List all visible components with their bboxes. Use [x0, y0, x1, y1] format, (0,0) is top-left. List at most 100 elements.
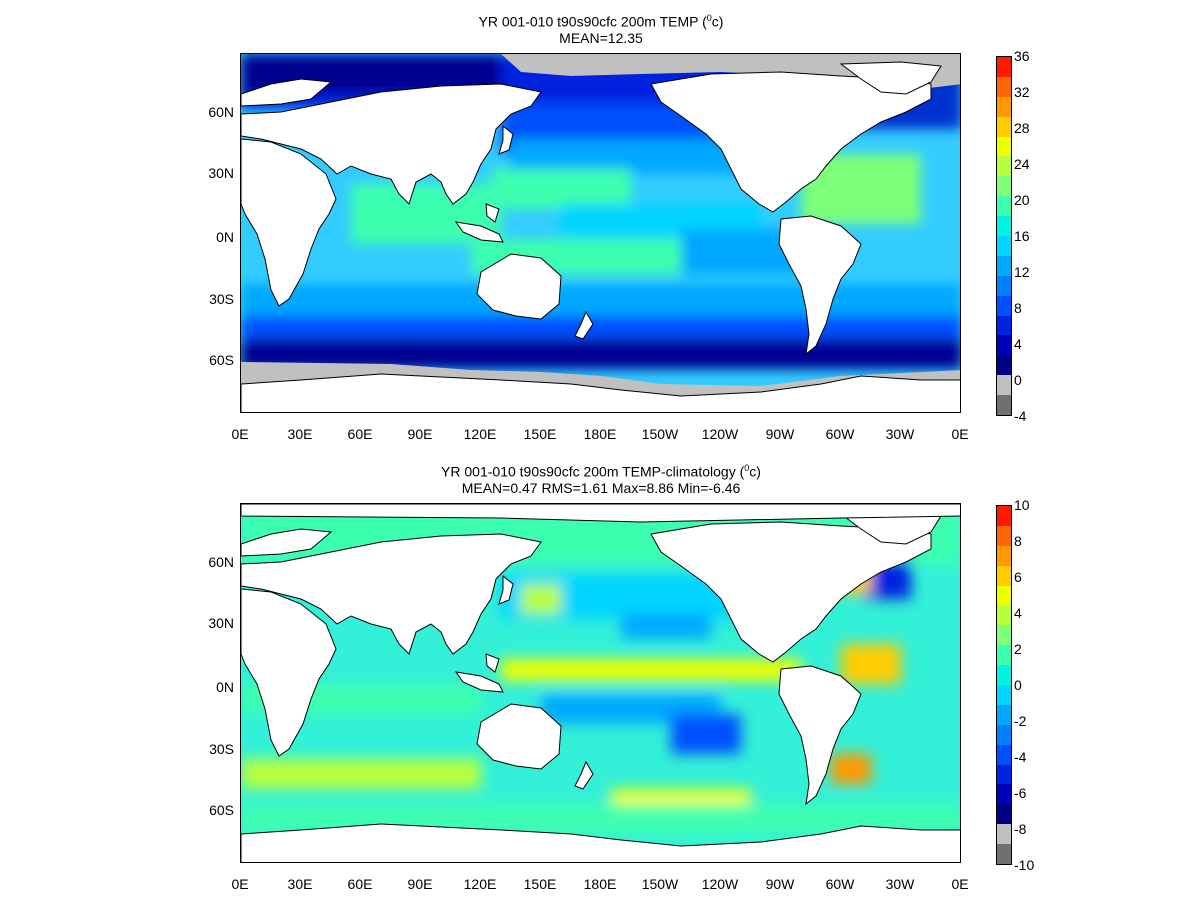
colorbar-tick-label: 12 [1014, 264, 1030, 280]
lon-label: 60E [347, 426, 373, 442]
colorbar-segment [997, 375, 1011, 396]
colorbar-segment [997, 96, 1011, 117]
panel2-title: YR 001-010 t90s90cfc 200m TEMP-climatolo… [441, 463, 761, 480]
colorbar-tick-label: -6 [1014, 785, 1027, 801]
colorbar-segment [997, 216, 1011, 237]
lon-label: 150W [641, 876, 679, 892]
colorbar-tick-label: 0 [1014, 677, 1022, 693]
lon-label: 60W [825, 876, 855, 892]
colorbar-tick-label: 0 [1014, 372, 1022, 388]
colorbar-tick-label: 24 [1014, 156, 1030, 172]
colorbar-segment [997, 545, 1011, 566]
colorbar-tick-label: 4 [1014, 336, 1022, 352]
colorbar-tick-label: 28 [1014, 120, 1030, 136]
colorbar-tick-label: 4 [1014, 605, 1022, 621]
lon-label: 30W [885, 876, 915, 892]
lon-label: 90E [407, 426, 433, 442]
colorbar-segment [997, 844, 1011, 865]
panel1-title: YR 001-010 t90s90cfc 200m TEMP (0c) [478, 13, 724, 30]
colorbar-segment [997, 275, 1011, 296]
colorbar-segment [997, 645, 1011, 666]
colorbar-segment [997, 76, 1011, 97]
colorbar-segment [997, 784, 1011, 805]
colorbar-segment [997, 625, 1011, 646]
colorbar-segment [997, 506, 1011, 526]
colorbar-tick-label: 10 [1014, 497, 1030, 513]
colorbar-segment [997, 724, 1011, 745]
lat-label: 60S [209, 802, 234, 818]
colorbar-segment [997, 176, 1011, 197]
lat-label: 60N [208, 554, 234, 570]
colorbar-tick-label: -4 [1014, 749, 1027, 765]
colorbar-segment [997, 704, 1011, 725]
colorbar-tick-label: 8 [1014, 300, 1022, 316]
colorbar-segment [997, 196, 1011, 217]
colorbar-segment [997, 824, 1011, 845]
lat-label: 60N [208, 104, 234, 120]
lon-label: 0E [951, 426, 969, 442]
colorbar-tick-label: 32 [1014, 84, 1030, 100]
panel1-map [240, 53, 961, 413]
colorbar-tick-label: -4 [1014, 408, 1027, 424]
lon-label: 150W [641, 426, 679, 442]
lon-label: 0E [231, 876, 249, 892]
colorbar-segment [997, 395, 1011, 416]
panel1-colorbar [996, 56, 1012, 416]
colorbar-segment [997, 665, 1011, 686]
panel2-stats: MEAN=0.47 RMS=1.61 Max=8.86 Min=-6.46 [461, 480, 741, 496]
lat-label: 30S [209, 291, 234, 307]
colorbar-tick-label: -2 [1014, 713, 1027, 729]
lat-label: 0N [216, 679, 234, 695]
lon-label: 60E [347, 876, 373, 892]
colorbar-segment [997, 744, 1011, 765]
panel2-map [240, 503, 961, 863]
lon-label: 30W [885, 426, 915, 442]
lon-label: 150E [523, 426, 557, 442]
colorbar-segment [997, 255, 1011, 276]
lat-label: 0N [216, 229, 234, 245]
colorbar-segment [997, 295, 1011, 316]
lon-label: 120E [463, 426, 497, 442]
lon-label: 30E [287, 876, 313, 892]
colorbar-segment [997, 355, 1011, 376]
colorbar-segment [997, 525, 1011, 546]
colorbar-segment [997, 156, 1011, 177]
colorbar-segment [997, 565, 1011, 586]
lon-label: 60W [825, 426, 855, 442]
colorbar-segment [997, 335, 1011, 356]
lon-label: 30E [287, 426, 313, 442]
colorbar-segment [997, 136, 1011, 157]
lon-label: 90W [765, 426, 795, 442]
lon-label: 120W [701, 876, 739, 892]
lon-label: 120E [463, 876, 497, 892]
lon-label: 120W [701, 426, 739, 442]
colorbar-tick-label: 16 [1014, 228, 1030, 244]
panel1-stats: MEAN=12.35 [559, 30, 643, 46]
lon-label: 180E [583, 426, 617, 442]
colorbar-tick-label: -8 [1014, 821, 1027, 837]
panel2-colorbar [996, 505, 1012, 865]
colorbar-segment [997, 315, 1011, 336]
lon-label: 90E [407, 876, 433, 892]
lon-label: 0E [951, 876, 969, 892]
colorbar-segment [997, 685, 1011, 705]
colorbar-tick-label: 2 [1014, 641, 1022, 657]
lon-label: 180E [583, 876, 617, 892]
colorbar-segment [997, 804, 1011, 825]
colorbar-tick-label: 6 [1014, 569, 1022, 585]
lon-label: 0E [231, 426, 249, 442]
colorbar-tick-label: -10 [1014, 857, 1035, 873]
colorbar-tick-label: 8 [1014, 533, 1022, 549]
colorbar-segment [997, 57, 1011, 77]
colorbar-segment [997, 236, 1011, 256]
lat-label: 30S [209, 741, 234, 757]
lat-label: 30N [208, 165, 234, 181]
colorbar-segment [997, 764, 1011, 785]
colorbar-segment [997, 585, 1011, 606]
colorbar-tick-label: 36 [1014, 48, 1030, 64]
colorbar-segment [997, 116, 1011, 137]
lat-label: 30N [208, 615, 234, 631]
lon-label: 150E [523, 876, 557, 892]
colorbar-segment [997, 605, 1011, 626]
colorbar-tick-label: 20 [1014, 192, 1030, 208]
